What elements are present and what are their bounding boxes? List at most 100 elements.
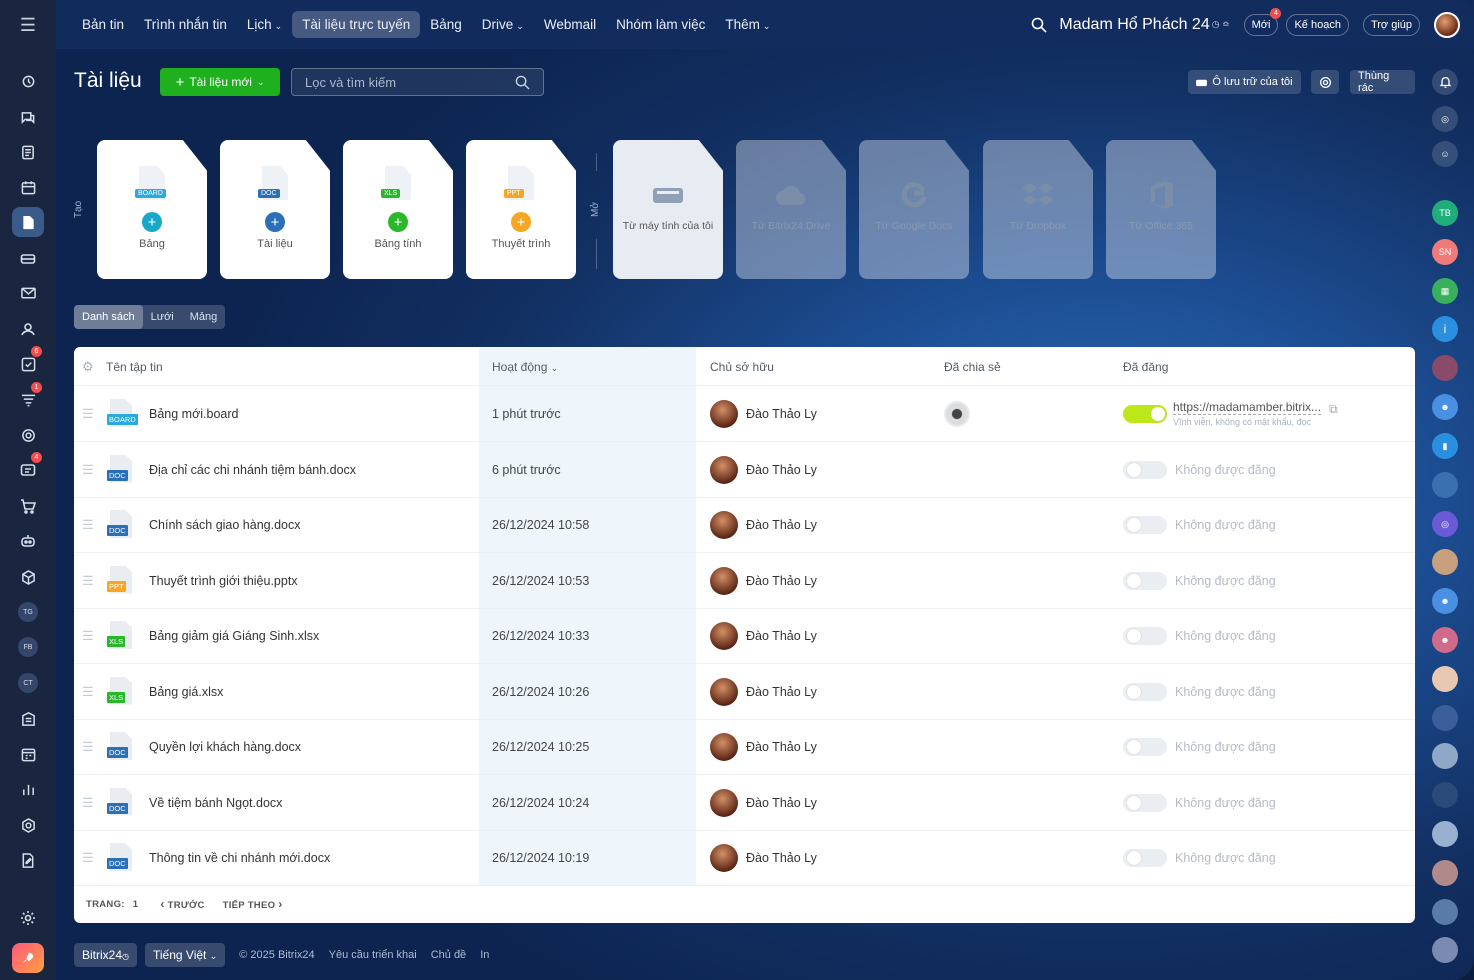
drag-handle-icon[interactable]: ☰ bbox=[82, 572, 94, 588]
contact-avatar-6[interactable] bbox=[1432, 743, 1458, 769]
publish-toggle[interactable] bbox=[1123, 682, 1167, 701]
open-card-3[interactable]: Từ Dropbox bbox=[983, 140, 1093, 279]
notes-icon[interactable] bbox=[12, 137, 44, 167]
trash-button[interactable]: Thùng rác bbox=[1350, 70, 1415, 94]
contact-avatar-7[interactable] bbox=[1432, 782, 1458, 808]
settings-icon[interactable] bbox=[12, 903, 44, 933]
table-row[interactable]: ☰ BOARD Bảng mới.board 1 phút trước Đào Thảo… bbox=[74, 386, 1415, 442]
hexagon-icon[interactable] bbox=[12, 810, 44, 840]
tag-fb[interactable]: FB bbox=[12, 632, 44, 662]
owner[interactable]: Đào Thảo Ly bbox=[710, 830, 817, 886]
filter-icon[interactable]: 1 bbox=[12, 382, 44, 415]
owner[interactable]: Đào Thảo Ly bbox=[710, 775, 817, 831]
nav-item-8[interactable]: Thêm ⌄ bbox=[715, 11, 780, 38]
nav-item-3[interactable]: Tài liệu trực tuyến bbox=[292, 11, 421, 38]
nav-item-4[interactable]: Bảng bbox=[420, 11, 472, 38]
messages-icon[interactable]: 4 bbox=[12, 452, 44, 485]
drag-handle-icon[interactable]: ☰ bbox=[82, 628, 94, 643]
create-card-ppt[interactable]: PPT + Thuyết trình bbox=[466, 140, 576, 279]
drag-handle-icon[interactable]: ☰ bbox=[82, 794, 94, 810]
publish-toggle[interactable] bbox=[1123, 460, 1167, 479]
settings-gear-button[interactable] bbox=[1311, 70, 1339, 94]
calendar-icon[interactable] bbox=[12, 172, 44, 202]
language-select[interactable]: Tiếng Việt ⌄ bbox=[145, 943, 226, 967]
file-name[interactable]: Chính sách giao hàng.docx bbox=[149, 518, 301, 532]
next-page-button[interactable]: TIẾP THEO › bbox=[223, 897, 283, 911]
contact-avatar-4[interactable] bbox=[1432, 666, 1458, 692]
drag-handle-icon[interactable]: ☰ bbox=[82, 461, 94, 477]
cube-icon[interactable] bbox=[12, 562, 44, 592]
group-chat-icon[interactable]: ▦ bbox=[1432, 278, 1458, 304]
cart-icon[interactable] bbox=[12, 491, 44, 521]
copilot-icon[interactable]: ◎ bbox=[1432, 106, 1458, 132]
owner[interactable]: Đào Thảo Ly bbox=[710, 553, 817, 609]
contact-avatar-8[interactable] bbox=[1432, 821, 1458, 847]
publish-toggle[interactable] bbox=[1123, 405, 1167, 423]
bookmark-icon[interactable]: ▮ bbox=[1432, 433, 1458, 459]
chat-icon[interactable] bbox=[12, 102, 44, 132]
mail-icon[interactable] bbox=[12, 278, 44, 308]
prev-page-button[interactable]: ‹ TRƯỚC bbox=[160, 897, 204, 911]
owner[interactable]: Đào Thảo Ly bbox=[710, 664, 817, 720]
help-button[interactable]: Trợ giúp bbox=[1362, 13, 1420, 36]
public-link[interactable]: https://madamamber.bitrix... bbox=[1173, 399, 1322, 415]
user-avatar[interactable] bbox=[1434, 11, 1460, 38]
column-owner[interactable]: Chủ sở hữu bbox=[710, 360, 774, 374]
nav-item-0[interactable]: Bản tin bbox=[72, 11, 134, 38]
owner[interactable]: Đào Thảo Ly bbox=[710, 442, 817, 498]
owner[interactable]: Đào Thảo Ly bbox=[710, 608, 817, 664]
column-name[interactable]: Tên tập tin bbox=[106, 360, 163, 374]
open-card-4[interactable]: Từ Office 365 bbox=[1106, 140, 1216, 279]
group-icon[interactable]: ☻ bbox=[1432, 588, 1458, 614]
my-storage-button[interactable]: Ô lưu trữ của tôi bbox=[1188, 70, 1301, 94]
file-name[interactable]: Thuyết trình giới thiệu.pptx bbox=[149, 573, 298, 588]
brand-button[interactable]: Bitrix24◷ bbox=[74, 943, 137, 967]
contact-avatar-5[interactable] bbox=[1432, 705, 1458, 731]
tag-ct[interactable]: CT bbox=[12, 668, 44, 698]
new-document-button[interactable]: + Tài liệu mới ⌄ bbox=[160, 68, 280, 96]
create-card-board[interactable]: BOARD + Bảng bbox=[97, 140, 207, 279]
building-icon[interactable] bbox=[12, 703, 44, 733]
nav-item-2[interactable]: Lịch ⌄ bbox=[237, 11, 292, 38]
publish-toggle[interactable] bbox=[1123, 571, 1167, 590]
column-settings-icon[interactable]: ⚙ bbox=[82, 359, 94, 374]
contact-tb[interactable]: TB bbox=[1432, 200, 1458, 226]
contact-avatar-10[interactable] bbox=[1432, 899, 1458, 925]
open-card-1[interactable]: Từ Bitrix24.Drive bbox=[736, 140, 846, 279]
view-tab-1[interactable]: Lưới bbox=[150, 311, 174, 323]
table-row[interactable]: ☰ DOC Về tiệm bánh Ngọt.docx 26/12/2024 10:… bbox=[74, 775, 1415, 831]
owner[interactable]: Đào Thảo Ly bbox=[710, 497, 817, 553]
schedule-icon[interactable] bbox=[12, 739, 44, 769]
theme-link[interactable]: Chủ đề bbox=[430, 949, 467, 961]
file-name[interactable]: Thông tin về chi nhánh mới.docx bbox=[149, 851, 331, 865]
bell-icon[interactable] bbox=[1432, 69, 1458, 95]
drag-handle-icon[interactable]: ☰ bbox=[82, 683, 94, 699]
search-field-icon[interactable] bbox=[515, 75, 530, 90]
column-activity[interactable]: Hoạt động ⌄ bbox=[492, 360, 558, 374]
table-row[interactable]: ☰ DOC Địa chỉ các chi nhánh tiệm bánh.docx… bbox=[74, 442, 1415, 498]
workgroups-icon[interactable] bbox=[12, 314, 44, 344]
file-name[interactable]: Về tiệm bánh Ngọt.docx bbox=[149, 795, 283, 810]
contact-avatar-3[interactable] bbox=[1432, 549, 1458, 575]
file-name[interactable]: Bảng giảm giá Giáng Sinh.xlsx bbox=[149, 629, 320, 643]
file-name[interactable]: Quyền lợi khách hàng.docx bbox=[149, 740, 302, 754]
tag-tg[interactable]: TG bbox=[12, 597, 44, 627]
create-card-doc[interactable]: DOC + Tài liệu bbox=[220, 140, 330, 279]
tasks-icon[interactable]: 6 bbox=[12, 346, 44, 379]
file-name[interactable]: Địa chỉ các chi nhánh tiệm bánh.docx bbox=[149, 462, 357, 477]
users-icon[interactable]: ☻ bbox=[1432, 394, 1458, 420]
portal-name[interactable]: Madam Hổ Phách 24 bbox=[1059, 15, 1210, 33]
contact-avatar-11[interactable] bbox=[1432, 937, 1458, 963]
print-link[interactable]: In bbox=[480, 949, 490, 961]
documents-icon[interactable] bbox=[12, 207, 44, 237]
drive-icon[interactable] bbox=[12, 243, 44, 273]
table-row[interactable]: ☰ DOC Chính sách giao hàng.docx 26/12/2024 … bbox=[74, 497, 1415, 553]
new-button[interactable]: Mới 4 bbox=[1243, 7, 1282, 36]
hamburger-menu-icon[interactable]: ☰ bbox=[19, 14, 37, 35]
nav-item-1[interactable]: Trình nhắn tin bbox=[134, 11, 237, 38]
contact-sn[interactable]: SN bbox=[1432, 239, 1458, 265]
publish-toggle[interactable] bbox=[1123, 849, 1167, 867]
table-row[interactable]: ☰ DOC Thông tin về chi nhánh mới.docx 26/12… bbox=[74, 830, 1415, 886]
search-input[interactable]: Lọc và tìm kiếm bbox=[291, 68, 544, 96]
copy-icon[interactable]: ⧉ bbox=[1329, 401, 1338, 416]
